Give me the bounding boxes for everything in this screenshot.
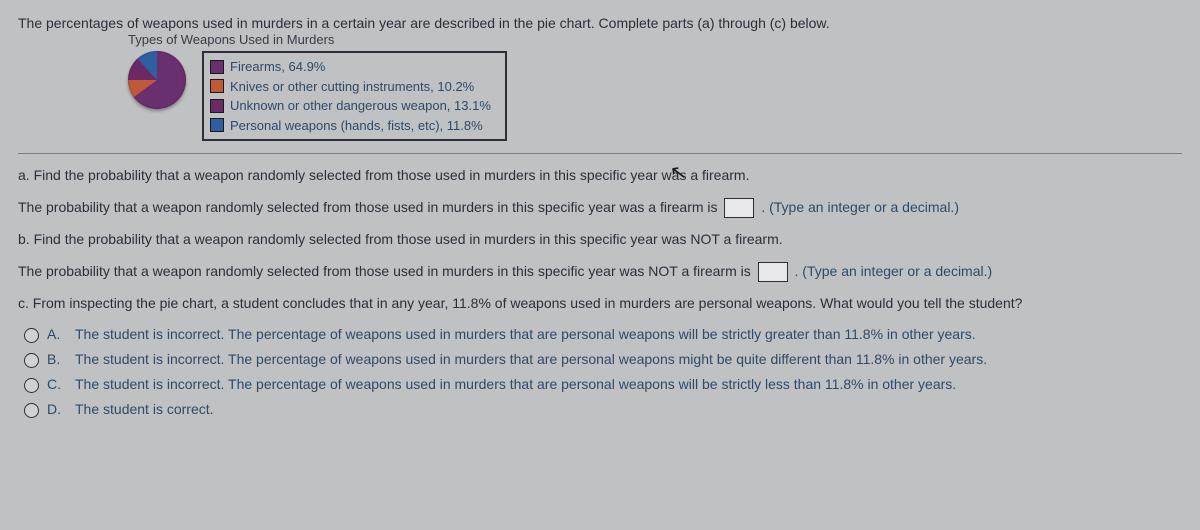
part-a-answer-line: The probability that a weapon randomly s… <box>18 198 1182 218</box>
mc-option[interactable]: A. The student is incorrect. The percenta… <box>24 326 1182 343</box>
legend-row: Unknown or other dangerous weapon, 13.1% <box>210 96 491 116</box>
legend-row: Knives or other cutting instruments, 10.… <box>210 77 491 97</box>
chart-title: Types of Weapons Used in Murders <box>128 32 1182 47</box>
legend-row: Personal weapons (hands, fists, etc), 11… <box>210 116 491 136</box>
legend-swatch <box>210 79 224 93</box>
mc-option-letter: C. <box>47 376 67 392</box>
problem-intro: The percentages of weapons used in murde… <box>18 14 1182 32</box>
pie-chart <box>128 51 186 109</box>
section-divider <box>18 153 1182 154</box>
part-b-answer-line: The probability that a weapon randomly s… <box>18 262 1182 282</box>
part-b-hint: . (Type an integer or a decimal.) <box>795 263 993 279</box>
radio-icon[interactable] <box>24 353 39 368</box>
mc-option-text: The student is correct. <box>75 401 214 417</box>
figure-wrap: Firearms, 64.9%Knives or other cutting i… <box>128 51 1182 141</box>
mc-option-text: The student is incorrect. The percentage… <box>75 326 976 342</box>
part-a-prompt: a. Find the probability that a weapon ra… <box>18 166 1182 186</box>
mc-option-text: The student is incorrect. The percentage… <box>75 351 987 367</box>
mc-option-letter: A. <box>47 326 67 342</box>
part-b-prompt: b. Find the probability that a weapon ra… <box>18 230 1182 250</box>
mc-option-letter: D. <box>47 401 67 417</box>
part-a-hint: . (Type an integer or a decimal.) <box>761 199 959 215</box>
legend-swatch <box>210 60 224 74</box>
radio-icon[interactable] <box>24 328 39 343</box>
mc-option-letter: B. <box>47 351 67 367</box>
radio-icon[interactable] <box>24 378 39 393</box>
legend-label: Unknown or other dangerous weapon, 13.1% <box>230 96 491 116</box>
legend-label: Firearms, 64.9% <box>230 57 325 77</box>
legend-swatch <box>210 118 224 132</box>
part-a-input[interactable] <box>724 198 754 218</box>
part-c-prompt: c. From inspecting the pie chart, a stud… <box>18 294 1182 314</box>
legend-label: Personal weapons (hands, fists, etc), 11… <box>230 116 483 136</box>
part-b-input[interactable] <box>758 262 788 282</box>
radio-icon[interactable] <box>24 403 39 418</box>
mc-option[interactable]: C. The student is incorrect. The percenta… <box>24 376 1182 393</box>
legend-label: Knives or other cutting instruments, 10.… <box>230 77 474 97</box>
mc-option[interactable]: D. The student is correct. <box>24 401 1182 418</box>
mc-option[interactable]: B. The student is incorrect. The percenta… <box>24 351 1182 368</box>
part-c-options: A. The student is incorrect. The percenta… <box>24 326 1182 418</box>
legend-swatch <box>210 99 224 113</box>
mc-option-text: The student is incorrect. The percentage… <box>75 376 956 392</box>
legend-row: Firearms, 64.9% <box>210 57 491 77</box>
pie-legend: Firearms, 64.9%Knives or other cutting i… <box>202 51 507 141</box>
part-a-stem: The probability that a weapon randomly s… <box>18 199 721 215</box>
part-b-stem: The probability that a weapon randomly s… <box>18 263 755 279</box>
